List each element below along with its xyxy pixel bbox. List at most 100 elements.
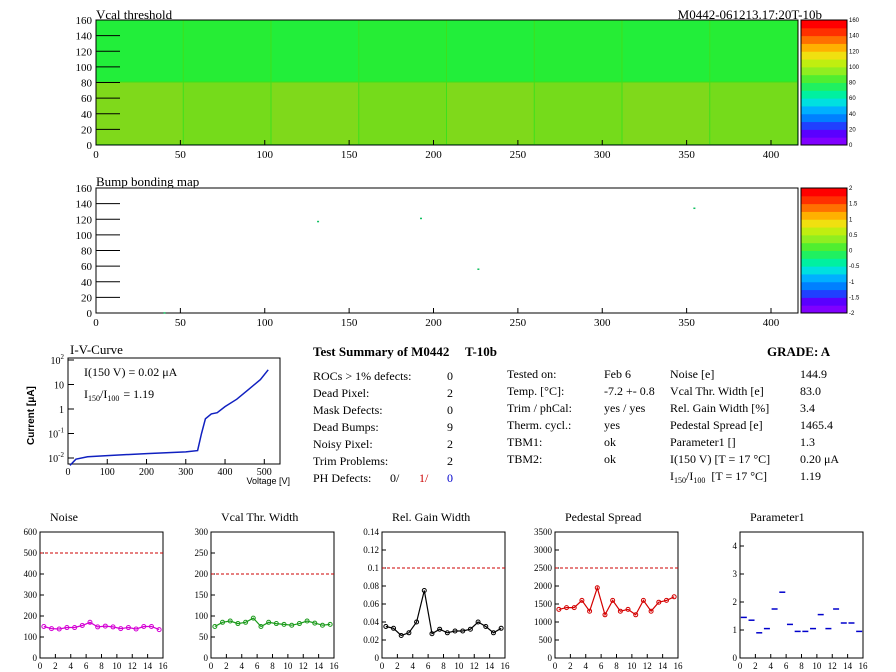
small-chart-title: Parameter1 [750,510,805,524]
map1-x-tick-label: 100 [257,149,274,161]
small-data-point [437,626,443,632]
map2-plot-area [95,187,799,314]
small-y-tick-label: 300 [195,527,209,537]
small-x-tick-label: 12 [828,661,837,671]
parameter-label: Parameter1 [] [670,435,736,449]
summary-row-value: 0 [447,403,453,417]
small-data-point [95,624,101,630]
small-data-point [556,606,562,612]
small-data-point [243,619,249,625]
parameter-label: Pedestal Spread [e] [670,418,763,432]
color-scale-label: 20 [849,127,856,133]
map1-y-tick-label: 140 [76,31,93,43]
ph-defects-label: PH Defects: [313,471,371,485]
small-x-tick-label: 16 [159,661,169,671]
small-x-tick-label: 10 [283,661,293,671]
small-x-tick-label: 6 [84,661,89,671]
summary-row-label: Mask Defects: [313,403,383,417]
small-data-point [610,597,616,603]
map2-y-tick-label: 80 [81,246,93,258]
small-x-tick-label: 0 [553,661,558,671]
small-x-tick-label: 2 [568,661,573,671]
module-id: M0442-061213.17:20T-10b [678,7,822,22]
color-scale-band [801,27,847,37]
dead-bump-point [693,207,696,210]
small-y-tick-label: 600 [24,527,38,537]
small-x-tick-label: 6 [426,661,431,671]
small-data-point [406,630,412,636]
small-x-tick-label: 10 [627,661,637,671]
map1-x-tick-label: 200 [425,149,442,161]
color-scale-band [801,266,847,275]
small-series-line [385,590,502,637]
small-y-tick-label: 0 [204,653,209,663]
small-x-tick-label: 10 [454,661,464,671]
map2-dead-bumps [163,207,696,314]
small-data-point [625,606,631,612]
color-scale-label: 40 [849,112,856,118]
small-data-point [327,621,333,627]
test-summary: Test Summary of M0442 T-10b GRADE: A ROC… [313,344,839,485]
summary-row-value: 0 [447,369,453,383]
small-x-tick-label: 12 [470,661,479,671]
dead-bump-point [420,217,422,220]
small-y-tick-label: 50 [199,632,209,642]
small-y-tick-label: 0.02 [363,635,379,645]
small-y-tick-label: 0 [375,653,380,663]
map2-y-tick-label: 120 [76,214,93,226]
small-y-tick-label: 250 [195,548,209,558]
color-scale-band [801,297,847,306]
map1-y-tick-label: 0 [87,140,93,152]
color-scale-band [801,90,847,99]
color-scale-label: -1 [849,280,855,286]
small-data-point [483,624,489,629]
color-scale-band [801,289,847,298]
small-data-point [118,626,124,632]
small-x-tick-label: 4 [769,661,774,671]
small-y-tick-label: 2 [733,597,738,607]
small-x-tick-label: 16 [674,661,684,671]
small-x-tick-label: 14 [314,661,324,671]
small-x-tick-label: 12 [643,661,652,671]
summary-row-value: 2 [447,386,453,400]
map1-y-tick-label: 100 [76,62,93,74]
small-data-point [602,612,608,618]
small-chart-title: Noise [50,510,78,524]
map2-x-ticks: 0 50 100 150 200 250 300 350 400 [93,308,780,329]
condition-label: TBM2: [507,452,542,466]
color-scale-band [801,137,847,146]
iv-ratio: I150/I100 = 1.19 [84,387,154,403]
map2-y-tick-label: 40 [81,277,93,289]
map1-x-ticks: 0 50 100 150 200 250 300 350 400 [93,140,780,161]
map1-x-tick-label: 250 [510,149,527,161]
color-scale-band [801,129,847,138]
map1-y-tick-label: 20 [81,124,93,136]
small-data-point [212,624,218,629]
color-scale-band [801,219,847,228]
summary-row-label: Dead Pixel: [313,386,369,400]
condition-value: ok [604,435,616,449]
small-x-tick-label: 8 [270,661,275,671]
small-y-tick-label: 0 [733,653,738,663]
summary-row-label: Dead Bumps: [313,420,379,434]
iv-y-ticks: 102 10 1 10-1 10-2 [48,353,74,465]
small-y-tick-label: 150 [195,590,209,600]
map2-y-tick-label: 60 [81,261,93,273]
small-series-line [558,585,675,617]
small-data-point [250,615,256,621]
condition-value: ok [604,452,616,466]
parameter-label: Noise [e] [670,367,714,381]
small-y-tick-label: 100 [195,611,209,621]
map1-y-tick-label: 60 [81,93,93,105]
map1-roc-tile [359,82,446,144]
small-x-tick-label: 12 [299,661,308,671]
small-y-tick-label: 2500 [534,563,553,573]
map1-roc-tile [622,20,710,82]
summary-row-value: 9 [447,420,453,434]
summary-row-label: ROCs > 1% defects: [313,369,411,383]
map1-y-tick-label: 80 [81,78,93,90]
small-x-tick-label: 8 [441,661,446,671]
small-data-point [87,619,93,625]
